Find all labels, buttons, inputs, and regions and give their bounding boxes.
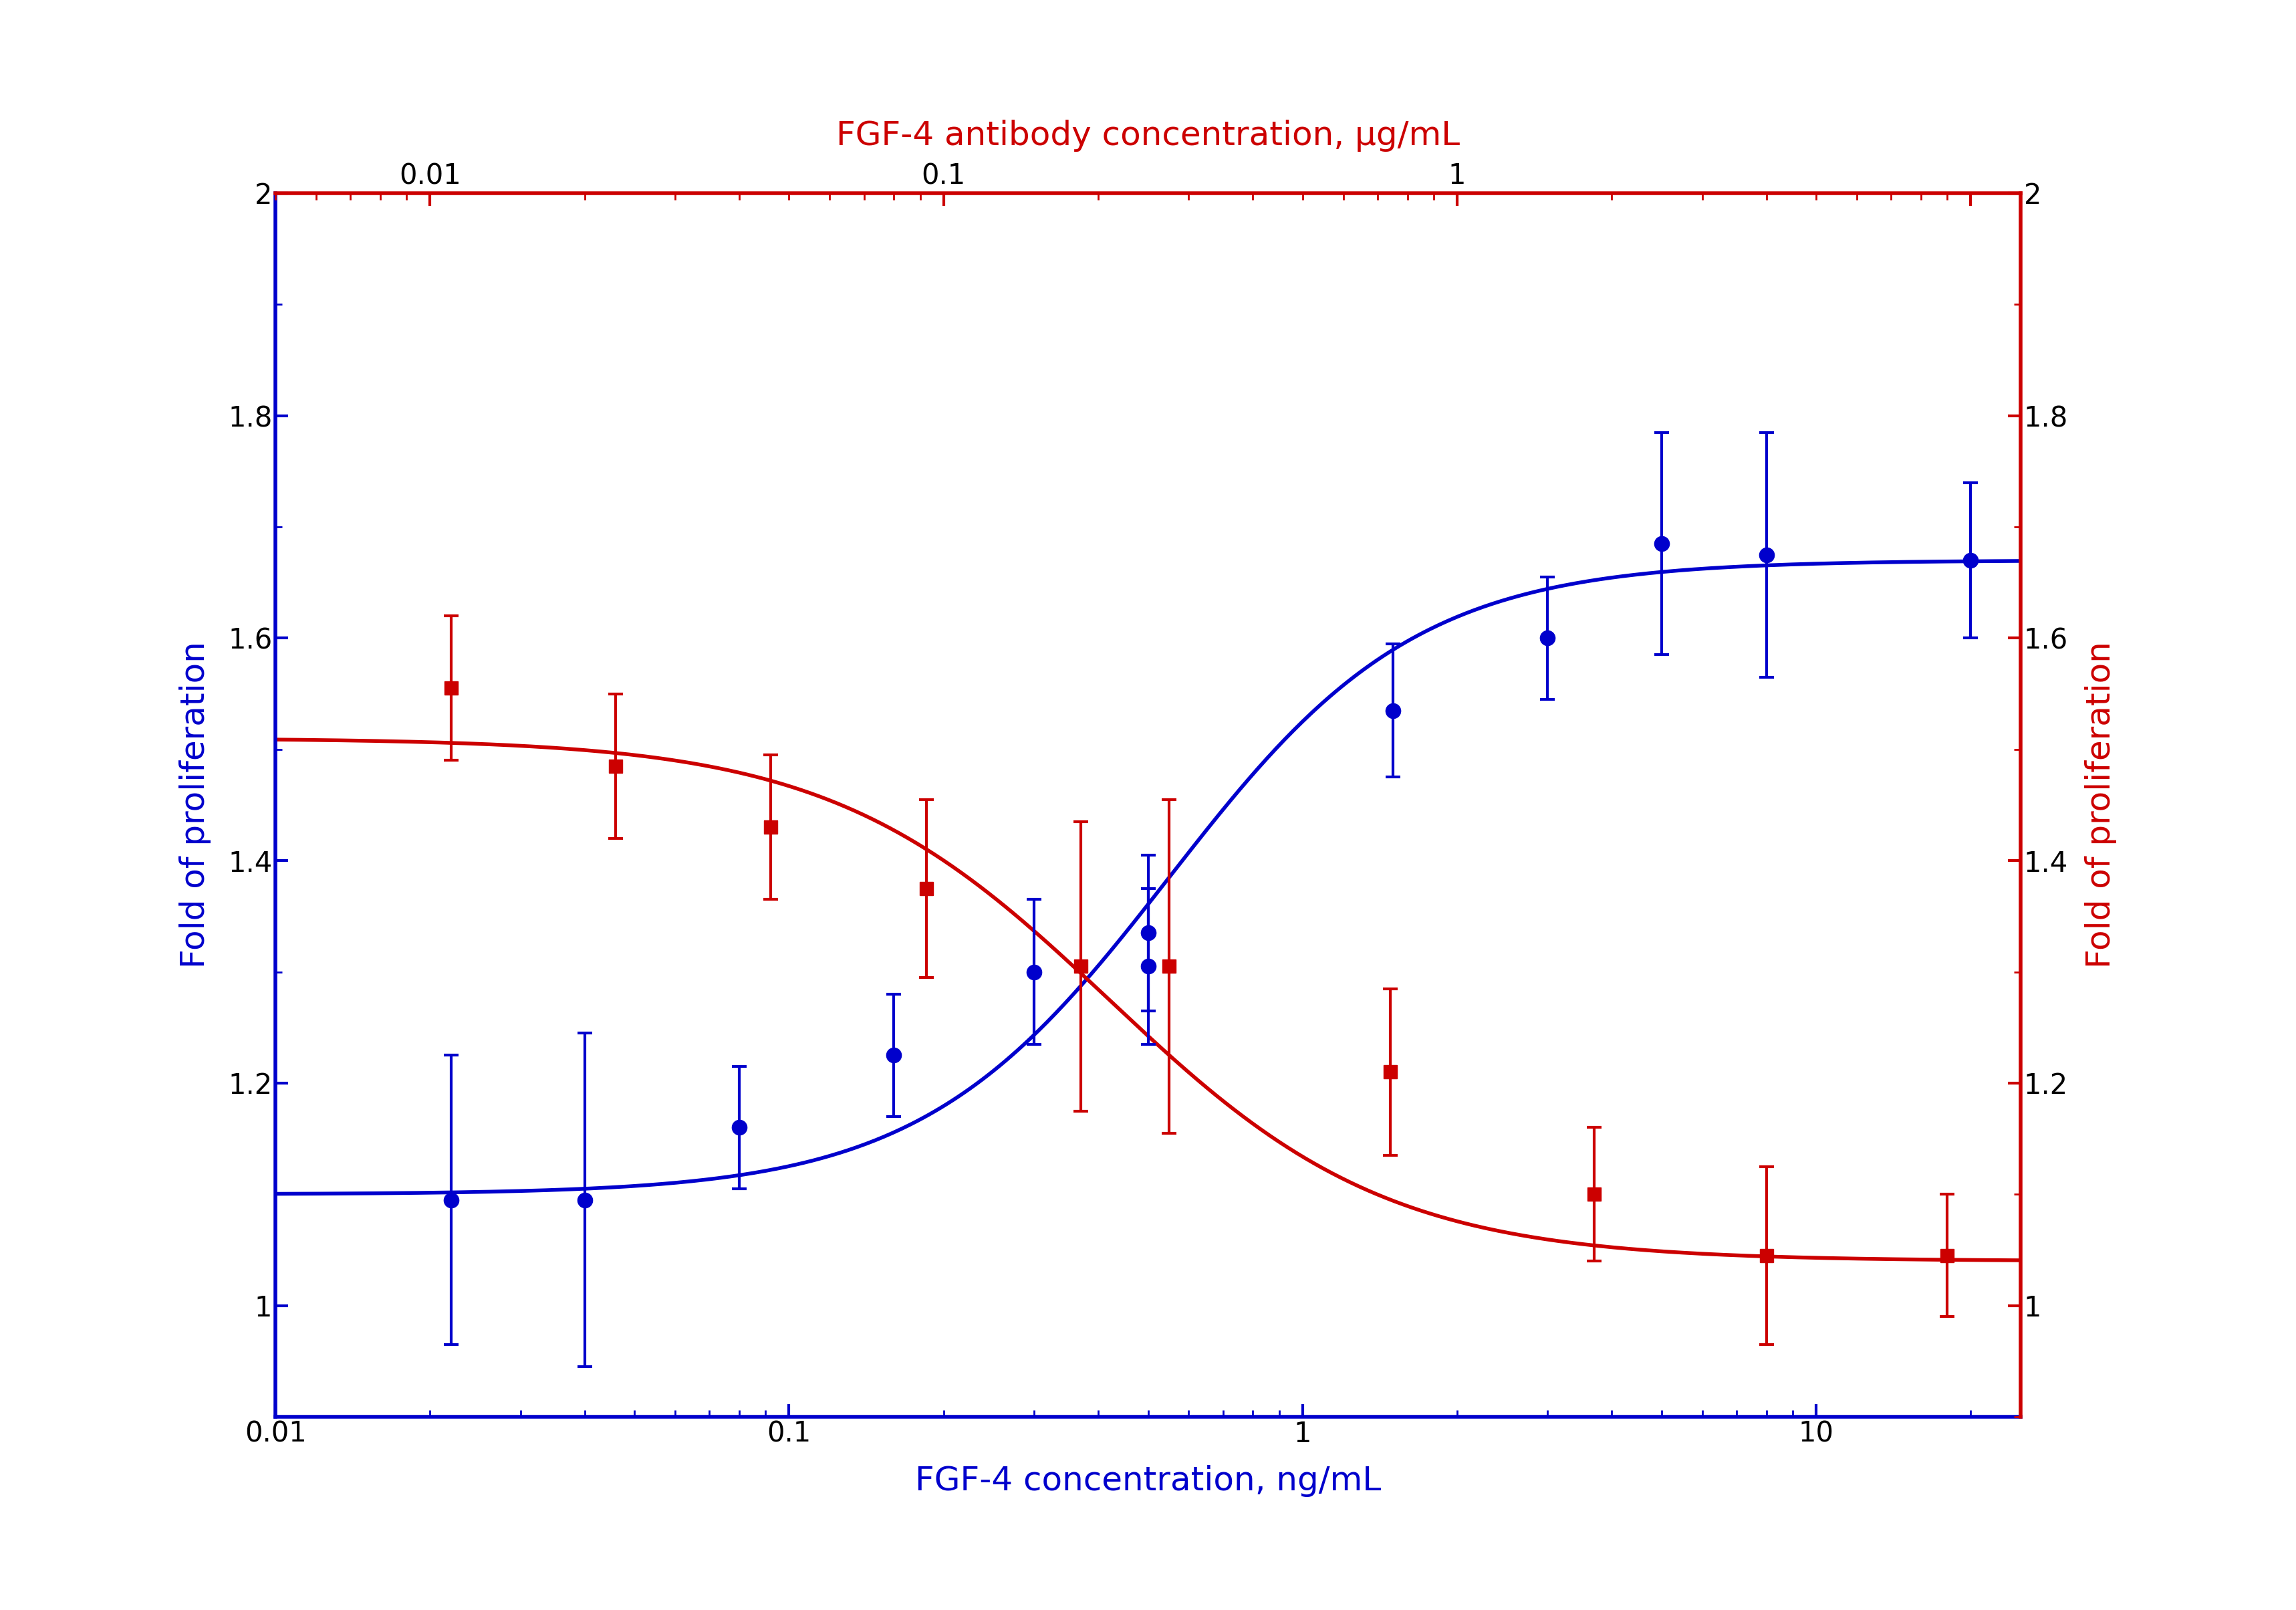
X-axis label: FGF-4 antibody concentration, µg/mL: FGF-4 antibody concentration, µg/mL xyxy=(836,119,1460,151)
Y-axis label: Fold of proliferation: Fold of proliferation xyxy=(2085,641,2117,969)
X-axis label: FGF-4 concentration, ng/mL: FGF-4 concentration, ng/mL xyxy=(916,1465,1380,1497)
Y-axis label: Fold of proliferation: Fold of proliferation xyxy=(179,641,211,969)
